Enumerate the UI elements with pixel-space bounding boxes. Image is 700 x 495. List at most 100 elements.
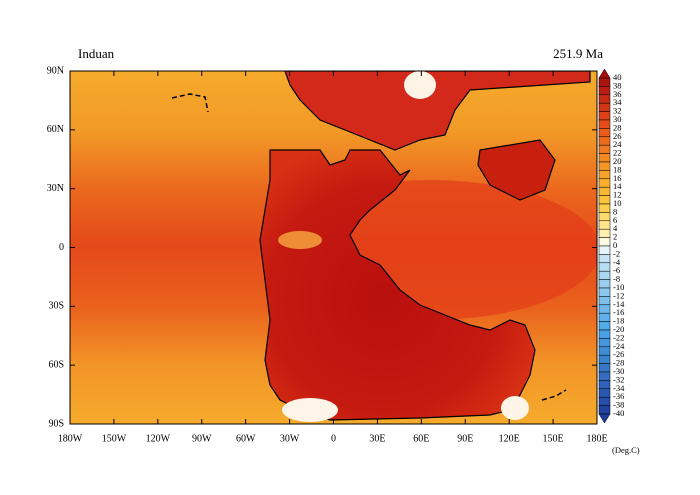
colorbar-box <box>598 119 611 129</box>
colorbar-box <box>598 304 611 314</box>
colorbar-box <box>598 254 611 264</box>
colorbar-tick-label: -18 <box>613 316 624 326</box>
colorbar-box <box>598 312 611 322</box>
colorbar-box <box>598 228 611 238</box>
colorbar-tick-label: 16 <box>613 173 622 183</box>
x-tick-label: 180E <box>586 433 607 444</box>
map-title: Induan <box>78 46 115 61</box>
x-tick-label: 60E <box>413 433 429 444</box>
colorbar-box <box>598 186 611 196</box>
colorbar-box <box>598 396 611 406</box>
colorbar-tick-label: -10 <box>613 282 624 292</box>
colorbar-box <box>598 144 611 154</box>
colorbar-tick-label: 38 <box>613 80 622 90</box>
colorbar-box <box>598 270 611 280</box>
x-tick-label: 120W <box>146 433 171 444</box>
colorbar-tick-label: -4 <box>613 257 621 267</box>
colorbar-box <box>598 245 611 255</box>
colorbar-tick-label: -40 <box>613 408 624 418</box>
colorbar-tick-label: -12 <box>613 290 624 300</box>
colorbar-tick-label: 0 <box>613 240 617 250</box>
map-subtitle: 251.9 Ma <box>553 46 603 61</box>
colorbar-tick-label: 10 <box>613 198 622 208</box>
colorbar-label: (Deg.C) <box>612 445 640 455</box>
colorbar-tick-label: 32 <box>613 106 622 116</box>
colorbar-tick-label: -8 <box>613 274 620 284</box>
colorbar-tick-label: -34 <box>613 383 625 393</box>
y-tick-label: 60S <box>48 359 64 370</box>
colorbar-tick-label: -6 <box>613 265 620 275</box>
colorbar-box <box>598 136 611 146</box>
map-field <box>70 71 597 424</box>
colorbar-tick-label: 18 <box>613 164 622 174</box>
colorbar-box <box>598 296 611 306</box>
x-tick-label: 90E <box>457 433 473 444</box>
x-tick-label: 30E <box>369 433 385 444</box>
colorbar-box <box>598 338 611 348</box>
x-tick-label: 0 <box>331 433 336 444</box>
colorbar-tick-label: 14 <box>613 181 622 191</box>
colorbar-box <box>598 363 611 373</box>
y-tick-label: 90S <box>48 418 64 429</box>
colorbar-tick-label: 36 <box>613 89 622 99</box>
colorbar-box <box>598 161 611 171</box>
x-tick-label: 150E <box>543 433 564 444</box>
colorbar-box <box>598 405 611 415</box>
colorbar-top <box>598 68 611 79</box>
colorbar-tick-label: 34 <box>613 97 622 107</box>
colorbar-tick-label: 8 <box>613 206 617 216</box>
colorbar-tick-label: 6 <box>613 215 617 225</box>
colorbar-tick-label: -24 <box>613 341 625 351</box>
colorbar-tick-label: -22 <box>613 332 624 342</box>
y-tick-label: 60N <box>47 124 64 135</box>
colorbar-box <box>598 388 611 398</box>
colorbar-box <box>598 203 611 213</box>
x-tick-label: 150W <box>102 433 127 444</box>
colorbar-tick-label: -14 <box>613 299 625 309</box>
colorbar-tick-label: -30 <box>613 366 624 376</box>
colorbar-tick-label: -32 <box>613 374 624 384</box>
colorbar-box <box>598 153 611 163</box>
y-tick-label: 30N <box>47 183 64 194</box>
colorbar-bottom <box>598 413 611 424</box>
colorbar-tick-label: -16 <box>613 307 624 317</box>
colorbar-box <box>598 380 611 390</box>
colorbar-tick-label: -28 <box>613 358 624 368</box>
colorbar-tick-label: -20 <box>613 324 624 334</box>
colorbar-box <box>598 195 611 205</box>
colorbar-tick-label: -38 <box>613 400 624 410</box>
colorbar-tick-label: 12 <box>613 190 622 200</box>
colorbar-tick-label: 20 <box>613 156 622 166</box>
x-tick-label: 30W <box>280 433 300 444</box>
colorbar-box <box>598 220 611 230</box>
colorbar-box <box>598 86 611 96</box>
colorbar-tick-label: 40 <box>613 72 622 82</box>
colorbar-tick-label: 26 <box>613 131 622 141</box>
y-tick-label: 90N <box>47 65 64 76</box>
colorbar-box <box>598 170 611 180</box>
y-tick-label: 0 <box>59 242 64 253</box>
colorbar-box <box>598 178 611 188</box>
colorbar-tick-label: 4 <box>613 223 618 233</box>
colorbar-box <box>598 128 611 138</box>
colorbar-box <box>598 77 611 87</box>
y-tick-label: 30S <box>48 301 64 312</box>
colorbar-box <box>598 279 611 289</box>
x-tick-label: 180W <box>58 433 83 444</box>
colorbar-box <box>598 94 611 104</box>
colorbar-tick-label: -26 <box>613 349 624 359</box>
colorbar-tick-label: 22 <box>613 148 622 158</box>
colorbar-box <box>598 111 611 121</box>
colorbar-box <box>598 102 611 112</box>
colorbar-box <box>598 371 611 381</box>
colorbar-tick-label: 2 <box>613 232 617 242</box>
x-tick-label: 120E <box>499 433 520 444</box>
colorbar-box <box>598 321 611 331</box>
colorbar-tick-label: 28 <box>613 122 622 132</box>
colorbar-box <box>598 354 611 364</box>
colorbar-tick-label: 30 <box>613 114 622 124</box>
colorbar-tick-label: -2 <box>613 248 620 258</box>
colorbar-box <box>598 262 611 272</box>
colorbar-box <box>598 329 611 339</box>
